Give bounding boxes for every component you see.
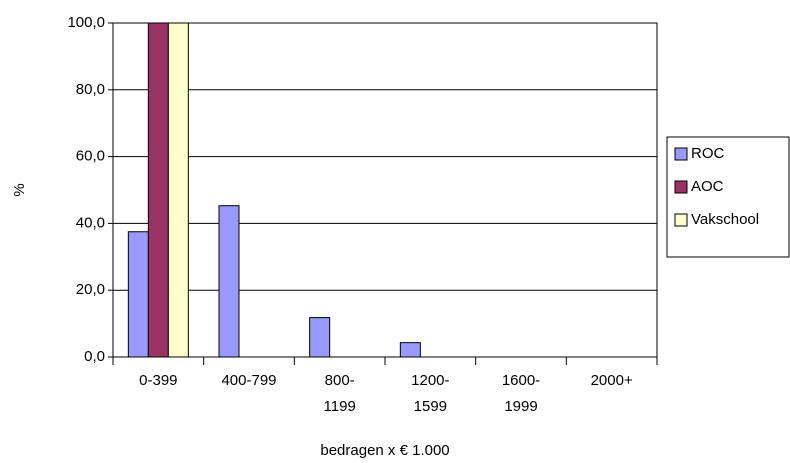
bar xyxy=(127,231,149,358)
legend-label: AOC xyxy=(691,178,724,195)
x-axis-label: bedragen x € 1.000 xyxy=(320,442,449,459)
x-tick-label: 1200-1599 xyxy=(411,372,449,415)
legend-label: Vakschool xyxy=(691,211,759,228)
y-axis-label: % xyxy=(11,183,28,196)
legend-swatch xyxy=(674,213,688,227)
y-tick-label: 80,0 xyxy=(76,81,105,98)
legend-label: ROC xyxy=(691,145,725,162)
bar xyxy=(309,317,331,358)
x-tick-label: 0-399 xyxy=(139,372,177,389)
bar xyxy=(218,205,240,358)
bar xyxy=(399,342,421,358)
y-tick-label: 40,0 xyxy=(76,214,105,231)
legend-swatch xyxy=(674,147,688,161)
bar xyxy=(167,22,189,358)
x-tick-label: 800-1199 xyxy=(324,372,356,415)
x-tick-label: 400-799 xyxy=(221,372,276,389)
y-tick-label: 20,0 xyxy=(76,281,105,298)
plot-area xyxy=(112,22,658,358)
y-tick-label: 100,0 xyxy=(67,14,105,31)
bar xyxy=(147,22,169,358)
x-tick-label: 2000+ xyxy=(591,372,633,389)
y-tick-label: 60,0 xyxy=(76,148,105,165)
legend-swatch xyxy=(674,180,688,194)
x-tick-label: 1600-1999 xyxy=(502,372,540,415)
y-tick-label: 0,0 xyxy=(84,348,105,365)
